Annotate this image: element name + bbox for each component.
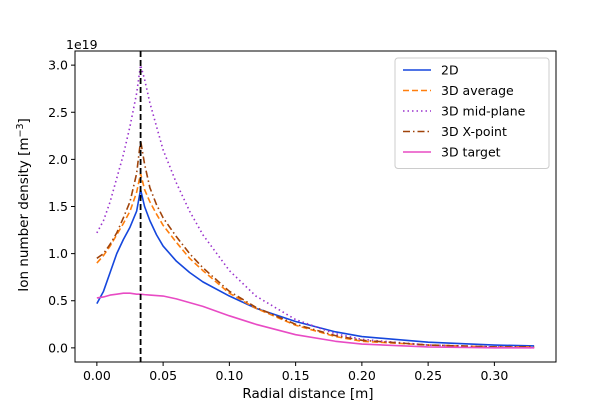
y-axis-label-main: Ion number density [m — [16, 138, 32, 292]
series-line-3d-target — [96, 292, 535, 349]
legend-label: 2D — [441, 63, 459, 78]
x-tick-label: 0.05 — [149, 368, 177, 383]
plot-area — [96, 51, 535, 362]
y-tick-label: 2.5 — [48, 105, 68, 120]
y-tick-label: 2.0 — [48, 152, 68, 167]
y-axis-label-end: ] — [16, 118, 32, 123]
x-tick-label: 0.15 — [282, 368, 310, 383]
series-line-3d-mid-plane — [96, 64, 535, 349]
y-tick-label: 1.5 — [48, 199, 68, 214]
series-line-3d-x-point — [96, 139, 535, 348]
legend-label: 3D X-point — [441, 124, 507, 139]
legend-label: 3D average — [441, 83, 514, 98]
y-axis-label: Ion number density [m−3] — [15, 118, 32, 292]
x-axis-label: Radial distance [m] — [242, 386, 373, 402]
y-tick-label: 0.5 — [48, 293, 68, 308]
legend-label: 3D target — [441, 145, 501, 160]
x-tick-label: 0.25 — [414, 368, 442, 383]
y-tick-label: 0.0 — [48, 340, 68, 355]
x-tick-label: 0.10 — [215, 368, 243, 383]
y-offset-label: 1e19 — [66, 37, 98, 52]
x-tick-label: 0.00 — [83, 368, 111, 383]
y-tick-label: 3.0 — [48, 58, 68, 73]
series-line-2d — [96, 188, 535, 347]
series-line-3d-average — [96, 172, 535, 348]
x-tick-label: 0.30 — [480, 368, 508, 383]
y-tick-label: 1.0 — [48, 246, 68, 261]
y-axis-label-sup: −3 — [15, 123, 26, 137]
legend-label: 3D mid-plane — [441, 104, 526, 119]
legend — [394, 57, 550, 169]
x-tick-label: 0.20 — [348, 368, 376, 383]
